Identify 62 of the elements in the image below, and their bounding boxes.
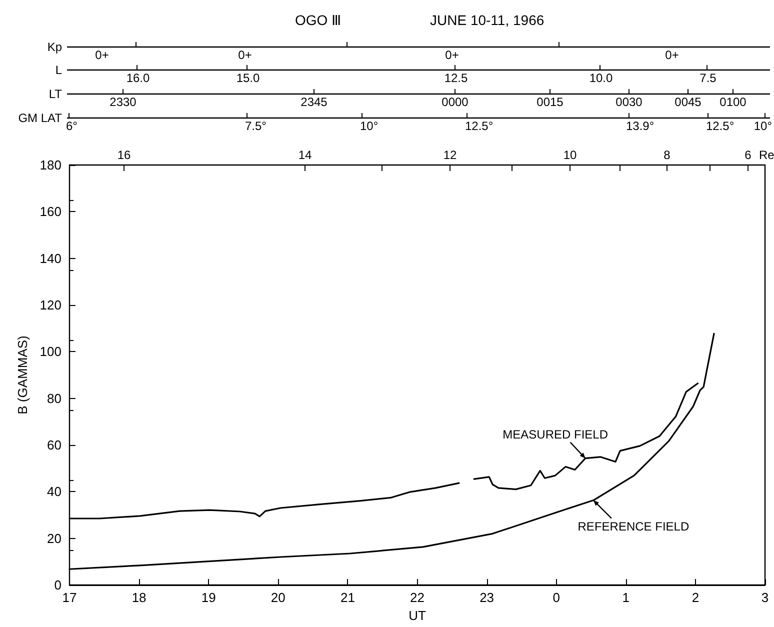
text: 16.0 bbox=[126, 71, 150, 85]
text: 15.0 bbox=[236, 71, 260, 85]
text: 2330 bbox=[110, 95, 137, 109]
y-tick-label: 100 bbox=[40, 344, 62, 360]
x-tick-label: 20 bbox=[270, 590, 286, 605]
x-tick-label: 3 bbox=[761, 590, 769, 605]
x-tick-label: 23 bbox=[480, 590, 494, 605]
x-tick-label: 19 bbox=[201, 590, 216, 605]
text: 0045 bbox=[674, 95, 702, 109]
text: 0030 bbox=[616, 95, 643, 109]
text: 10.0 bbox=[589, 71, 613, 85]
text: 8 bbox=[664, 148, 671, 162]
text: 10° bbox=[754, 119, 772, 133]
x-tick-label: 18 bbox=[132, 590, 146, 605]
x-tick-label: 22 bbox=[410, 590, 424, 605]
text: 12 bbox=[443, 148, 457, 162]
x-tick-label: 0 bbox=[552, 590, 560, 605]
x-tick-label: 21 bbox=[340, 590, 355, 605]
text: Re bbox=[759, 148, 774, 162]
y-tick-label: 120 bbox=[40, 298, 62, 312]
text: 12.5° bbox=[706, 119, 734, 133]
y-tick-label: 60 bbox=[47, 438, 62, 452]
y-tick-label: 140 bbox=[40, 250, 62, 266]
text: 14 bbox=[298, 148, 312, 162]
x-axis-title: UT bbox=[408, 608, 426, 623]
x-tick-label: 2 bbox=[692, 590, 700, 605]
text: 12.5 bbox=[444, 71, 468, 85]
y-tick-label: 180 bbox=[40, 158, 62, 172]
text: 0+ bbox=[95, 48, 109, 62]
text: 12.5° bbox=[465, 119, 494, 133]
y-tick-label: 80 bbox=[47, 390, 62, 406]
text: 0+ bbox=[238, 48, 252, 62]
text: 0015 bbox=[536, 95, 564, 109]
y-tick-label: 160 bbox=[40, 204, 62, 220]
text: 0100 bbox=[720, 95, 747, 109]
x-tick-label: 17 bbox=[62, 590, 77, 605]
text: 6 bbox=[744, 148, 752, 162]
text: 7.5 bbox=[700, 71, 717, 85]
text: Kp bbox=[47, 40, 62, 54]
text: 0000 bbox=[442, 95, 469, 109]
text: 16 bbox=[117, 148, 131, 162]
annotation: MEASURED FIELD bbox=[502, 427, 608, 442]
text: 0+ bbox=[665, 48, 679, 62]
y-tick-label: 20 bbox=[47, 530, 62, 546]
chart-subtitle: JUNE 10-11, 1966 bbox=[430, 12, 544, 28]
text: 0+ bbox=[445, 48, 459, 62]
text: L bbox=[55, 63, 62, 77]
text: LT bbox=[48, 87, 63, 101]
text: 10° bbox=[360, 119, 378, 133]
text: 2345 bbox=[300, 95, 328, 109]
text: 6° bbox=[66, 119, 78, 133]
line-series bbox=[68, 332, 715, 570]
text: 13.9° bbox=[626, 119, 654, 133]
text: 10 bbox=[563, 148, 577, 162]
text: GM LAT bbox=[18, 111, 63, 125]
y-tick-label: 0 bbox=[54, 578, 62, 592]
y-axis-title: B (GAMMAS) bbox=[14, 336, 30, 414]
annotation: REFERENCE FIELD bbox=[578, 519, 690, 534]
x-tick-label: 1 bbox=[622, 590, 630, 605]
y-tick-label: 40 bbox=[47, 484, 62, 500]
text: 7.5° bbox=[245, 119, 267, 133]
chart-title: OGO Ⅲ bbox=[295, 12, 342, 28]
